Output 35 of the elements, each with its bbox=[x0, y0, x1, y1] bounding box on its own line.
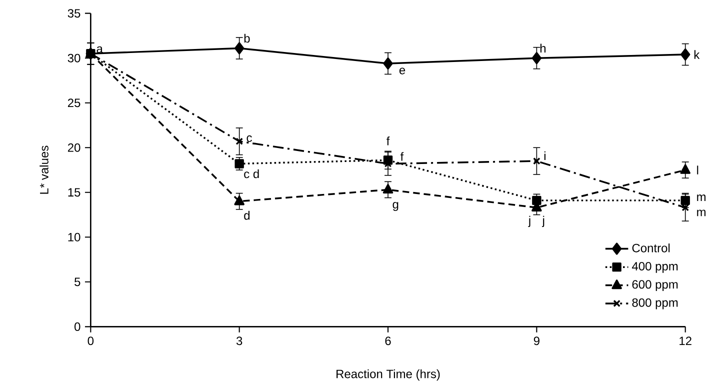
legend-label: 800 ppm bbox=[632, 298, 678, 310]
y-axis-title: L* values bbox=[40, 146, 48, 194]
annotation: d bbox=[244, 210, 250, 220]
y-tick-label: 20 bbox=[68, 143, 80, 152]
y-tick-label: 5 bbox=[74, 278, 80, 286]
annotation: i bbox=[544, 151, 546, 160]
annotation: c d bbox=[244, 169, 259, 178]
annotation: e bbox=[399, 68, 406, 74]
x-tick-label: 6 bbox=[385, 336, 391, 346]
annotation: l bbox=[697, 166, 698, 174]
y-tick-label: 15 bbox=[68, 188, 80, 197]
x-axis-title: Reaction Time (hrs) bbox=[336, 369, 440, 381]
annotation: j bbox=[528, 216, 530, 228]
annotation: m bbox=[697, 194, 706, 201]
x-tick-label: 0 bbox=[88, 336, 94, 346]
annotation: h bbox=[540, 44, 546, 52]
y-tick-label: 10 bbox=[68, 232, 80, 242]
y-tick-label: 25 bbox=[68, 98, 80, 108]
annotation: g bbox=[392, 202, 398, 211]
annotation: j bbox=[542, 216, 544, 228]
annotation: b bbox=[244, 34, 250, 43]
annotation: k bbox=[694, 50, 700, 59]
legend-label: 400 ppm bbox=[632, 262, 678, 273]
x-tick-label: 3 bbox=[236, 336, 242, 346]
annotation: c bbox=[246, 135, 252, 142]
legend-label: Control bbox=[632, 244, 670, 252]
x-tick-label: 9 bbox=[534, 336, 540, 346]
y-tick-label: 35 bbox=[68, 9, 80, 18]
x-tick-label: 12 bbox=[680, 336, 692, 345]
annotation: f bbox=[400, 152, 404, 161]
y-tick-label: 30 bbox=[68, 54, 80, 62]
annotation: m bbox=[697, 210, 706, 216]
y-tick-label: 0 bbox=[74, 322, 80, 331]
legend-label: 600 ppm bbox=[632, 280, 678, 292]
annotation: f bbox=[386, 136, 390, 146]
